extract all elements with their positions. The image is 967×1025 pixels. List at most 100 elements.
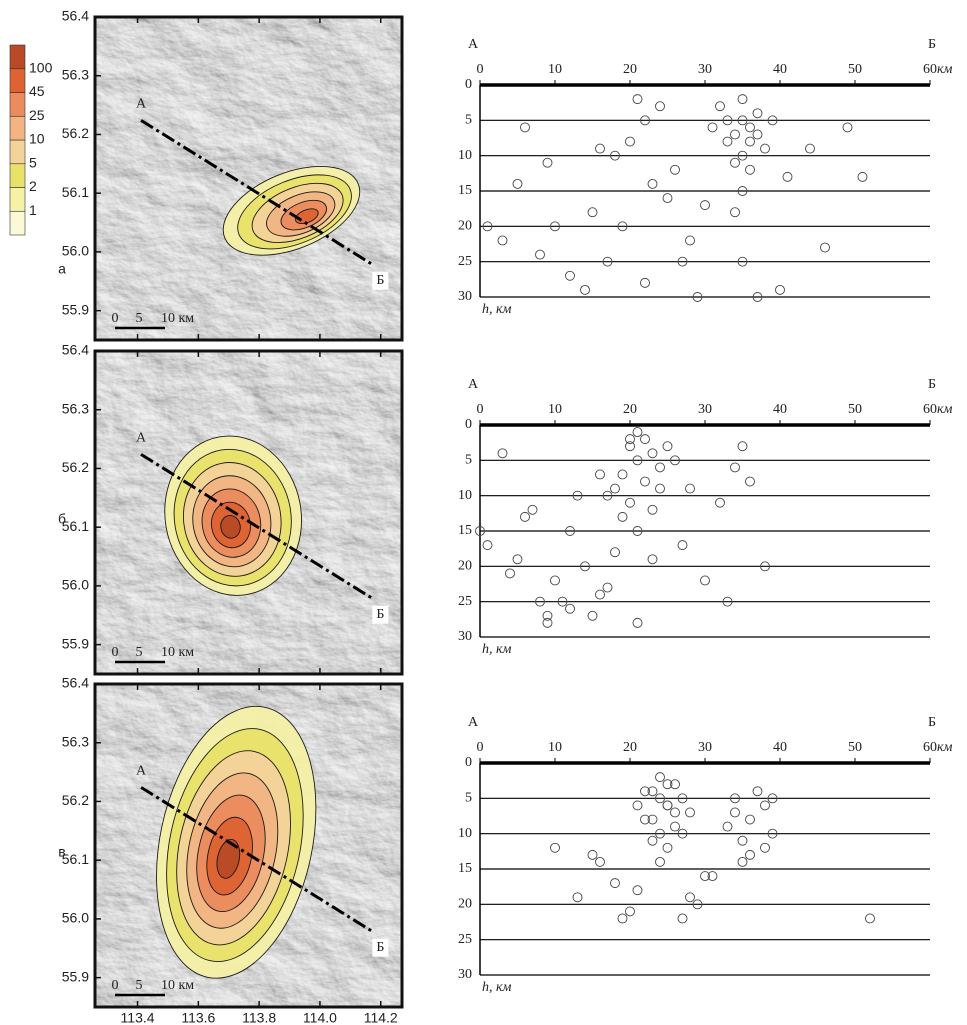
x-tick-label: 20 bbox=[623, 740, 637, 755]
hypocenter bbox=[542, 617, 553, 628]
hypocenter bbox=[512, 554, 523, 565]
hypocenter bbox=[685, 483, 695, 494]
y-tick-label: 56.3 bbox=[62, 400, 89, 416]
hypocenter bbox=[737, 256, 748, 267]
scale-label: 5 bbox=[136, 645, 143, 660]
x-unit: км bbox=[937, 62, 953, 77]
x-tick-label: 0 bbox=[477, 740, 484, 755]
hypocenter bbox=[587, 207, 598, 218]
hypocenter bbox=[745, 136, 755, 147]
y-tick-label: 56.1 bbox=[62, 518, 89, 534]
hypocenter bbox=[625, 434, 635, 445]
hypocenter bbox=[602, 582, 613, 593]
colorbar-label: 25 bbox=[29, 107, 45, 123]
hypocenter bbox=[550, 221, 560, 232]
x-tick-label: 20 bbox=[623, 402, 637, 417]
hypocenter bbox=[610, 547, 620, 558]
hypocenter bbox=[737, 115, 748, 126]
x-tick-label: 60 bbox=[923, 402, 937, 417]
hypocenter bbox=[730, 157, 740, 168]
hypocenter bbox=[677, 540, 688, 551]
profile-line bbox=[140, 786, 376, 934]
label-box bbox=[372, 605, 389, 624]
hypocenter bbox=[595, 469, 605, 480]
corner-label: Б bbox=[928, 377, 936, 392]
x-tick-label: 40 bbox=[773, 62, 787, 77]
y-tick-label: 10 bbox=[458, 488, 472, 503]
y-tick-label: 15 bbox=[458, 861, 472, 876]
profile-label: А bbox=[136, 764, 147, 779]
density-contour bbox=[220, 514, 241, 539]
map: А Б 0 5 10 км 55.9 56.0 56.1 56.2 56.3 56.4 а bbox=[58, 8, 404, 342]
hypocenter bbox=[595, 856, 605, 867]
y-tick-label: 56.0 bbox=[62, 910, 89, 926]
hypocenter bbox=[617, 469, 628, 480]
hypocenter bbox=[655, 101, 665, 112]
corner-label: Б bbox=[928, 37, 936, 52]
colorbar-box bbox=[9, 115, 26, 141]
colorbar-label: 45 bbox=[29, 83, 45, 99]
hypocenter bbox=[752, 292, 763, 302]
map: А Б 0 5 10 км 55.9 56.0 56.1 56.2 56.3 56.4 б bbox=[58, 342, 404, 676]
scale-label: 10 км bbox=[161, 978, 194, 993]
density-contour bbox=[216, 839, 241, 879]
profile-label: Б bbox=[376, 607, 384, 622]
hypocenter bbox=[820, 242, 830, 253]
hypocenter bbox=[610, 483, 620, 494]
y-tick-label: 56.1 bbox=[62, 851, 89, 867]
hypocenter bbox=[655, 483, 665, 494]
y-tick-label: 56.4 bbox=[62, 675, 89, 691]
hypocenter bbox=[730, 129, 740, 140]
hypocenter bbox=[647, 786, 658, 797]
corner-label: Б bbox=[928, 715, 936, 730]
hypocenter bbox=[745, 476, 755, 487]
corner-label: А bbox=[468, 377, 479, 392]
label-box bbox=[372, 938, 389, 957]
y-tick-label: 56.2 bbox=[62, 459, 89, 475]
scale-label: 10 км bbox=[161, 311, 194, 326]
y-tick-label: 30 bbox=[458, 629, 472, 644]
hypocenter bbox=[565, 526, 575, 536]
x-tick-label: 60 bbox=[923, 62, 937, 77]
y-tick-label: 15 bbox=[458, 183, 472, 198]
y-tick-label: 10 bbox=[458, 826, 472, 841]
hypocenter bbox=[497, 235, 508, 246]
y-tick-label: 20 bbox=[458, 219, 472, 234]
y-tick-label: 0 bbox=[465, 77, 472, 92]
x-tick-label: 10 bbox=[548, 740, 562, 755]
hypocenter bbox=[475, 526, 485, 536]
hypocenter bbox=[647, 448, 658, 459]
x-tick-label: 60 bbox=[923, 740, 937, 755]
hypocenter bbox=[677, 828, 688, 839]
hypocenter bbox=[542, 157, 553, 168]
hypocenter bbox=[625, 441, 635, 452]
colorbar-box bbox=[9, 210, 26, 236]
colorbar-label: 2 bbox=[29, 178, 37, 194]
colorbar-label: 1 bbox=[29, 202, 37, 218]
corner-label: А bbox=[468, 37, 479, 52]
y-tick-label: 56.0 bbox=[62, 577, 89, 593]
x-tick-label: 50 bbox=[848, 740, 862, 755]
y-tick-label: 56.0 bbox=[62, 243, 89, 259]
x-tick-label: 113.4 bbox=[121, 1010, 155, 1025]
x-tick-label: 10 bbox=[548, 62, 562, 77]
hypocenter bbox=[685, 892, 695, 903]
y-tick-label: 25 bbox=[458, 594, 472, 609]
hypocenter bbox=[842, 122, 853, 133]
x-tick-label: 40 bbox=[773, 402, 787, 417]
hypocenter bbox=[655, 856, 665, 867]
hypocenter bbox=[857, 171, 868, 182]
hypocenter bbox=[692, 899, 703, 910]
x-tick-label: 114.2 bbox=[364, 1010, 398, 1025]
hypocenter bbox=[782, 171, 793, 182]
colorbar-box bbox=[9, 139, 26, 165]
colorbar-box bbox=[9, 92, 26, 117]
hypocenter bbox=[520, 122, 530, 133]
colorbar-box bbox=[9, 68, 26, 93]
hypocenter bbox=[565, 270, 575, 281]
hypocenter bbox=[760, 842, 770, 853]
hypocenter bbox=[632, 800, 643, 811]
hypocenter bbox=[595, 589, 605, 600]
hypocenter bbox=[595, 143, 605, 154]
x-tick-label: 10 bbox=[548, 402, 562, 417]
